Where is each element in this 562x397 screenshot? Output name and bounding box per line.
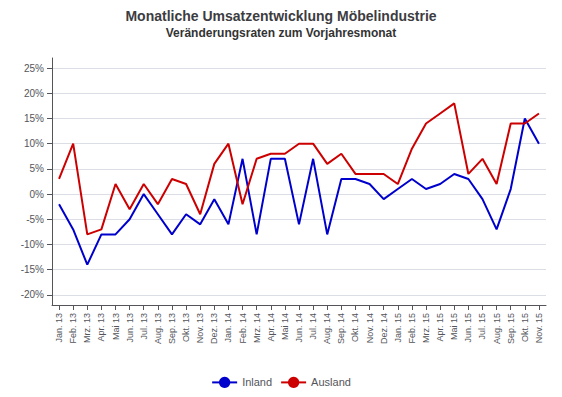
svg-text:Dez. 13: Dez. 13 bbox=[209, 313, 219, 344]
svg-text:Nov. 13: Nov. 13 bbox=[195, 313, 205, 343]
svg-text:20%: 20% bbox=[24, 88, 44, 99]
svg-text:Okt. 15: Okt. 15 bbox=[520, 313, 530, 342]
svg-text:Feb. 15: Feb. 15 bbox=[407, 313, 417, 344]
svg-text:-10%: -10% bbox=[21, 239, 44, 250]
svg-text:-20%: -20% bbox=[21, 289, 44, 300]
svg-text:Feb. 13: Feb. 13 bbox=[68, 313, 78, 344]
svg-text:Jul. 14: Jul. 14 bbox=[308, 313, 318, 340]
svg-text:Aug. 13: Aug. 13 bbox=[153, 313, 163, 344]
svg-text:Nov. 14: Nov. 14 bbox=[365, 313, 375, 343]
svg-text:Sep. 14: Sep. 14 bbox=[336, 313, 346, 344]
svg-text:Apr. 15: Apr. 15 bbox=[435, 313, 445, 342]
svg-text:Sep. 13: Sep. 13 bbox=[167, 313, 177, 344]
svg-text:-5%: -5% bbox=[26, 214, 44, 225]
svg-text:Mrz. 13: Mrz. 13 bbox=[82, 313, 92, 343]
svg-text:15%: 15% bbox=[24, 113, 44, 124]
svg-text:10%: 10% bbox=[24, 138, 44, 149]
svg-text:Mai 14: Mai 14 bbox=[280, 313, 290, 340]
svg-text:Jun. 14: Jun. 14 bbox=[294, 313, 304, 343]
svg-text:Sep. 15: Sep. 15 bbox=[506, 313, 516, 344]
svg-text:Jan. 15: Jan. 15 bbox=[393, 313, 403, 343]
svg-text:Aug. 15: Aug. 15 bbox=[492, 313, 502, 344]
svg-text:Mai 13: Mai 13 bbox=[111, 313, 121, 340]
svg-text:Apr. 13: Apr. 13 bbox=[96, 313, 106, 342]
svg-text:Apr. 14: Apr. 14 bbox=[266, 313, 276, 342]
svg-text:Feb. 14: Feb. 14 bbox=[238, 313, 248, 344]
svg-text:Veränderungsraten zum Vorjahre: Veränderungsraten zum Vorjahresmonat bbox=[166, 26, 397, 40]
svg-text:Nov. 15: Nov. 15 bbox=[534, 313, 544, 343]
svg-text:Mai 15: Mai 15 bbox=[449, 313, 459, 340]
svg-text:Ausland: Ausland bbox=[311, 376, 351, 388]
svg-text:Jun. 15: Jun. 15 bbox=[463, 313, 473, 343]
svg-text:0%: 0% bbox=[30, 189, 45, 200]
svg-text:Jul. 15: Jul. 15 bbox=[477, 313, 487, 340]
svg-text:Mrz. 15: Mrz. 15 bbox=[421, 313, 431, 343]
svg-text:Okt. 13: Okt. 13 bbox=[181, 313, 191, 342]
svg-text:Aug. 14: Aug. 14 bbox=[322, 313, 332, 344]
svg-text:Monatliche Umsatzentwicklung M: Monatliche Umsatzentwicklung Möbelindust… bbox=[125, 8, 436, 24]
svg-text:Jan. 14: Jan. 14 bbox=[223, 313, 233, 343]
svg-text:5%: 5% bbox=[30, 163, 45, 174]
svg-text:Jan. 13: Jan. 13 bbox=[54, 313, 64, 343]
svg-text:Inland: Inland bbox=[242, 376, 272, 388]
svg-text:Jul. 13: Jul. 13 bbox=[139, 313, 149, 340]
svg-text:-15%: -15% bbox=[21, 264, 44, 275]
svg-text:Mrz. 14: Mrz. 14 bbox=[252, 313, 262, 343]
svg-text:Okt. 14: Okt. 14 bbox=[350, 313, 360, 342]
svg-text:Jun. 13: Jun. 13 bbox=[125, 313, 135, 343]
svg-text:Dez. 14: Dez. 14 bbox=[379, 313, 389, 344]
svg-text:25%: 25% bbox=[24, 63, 44, 74]
